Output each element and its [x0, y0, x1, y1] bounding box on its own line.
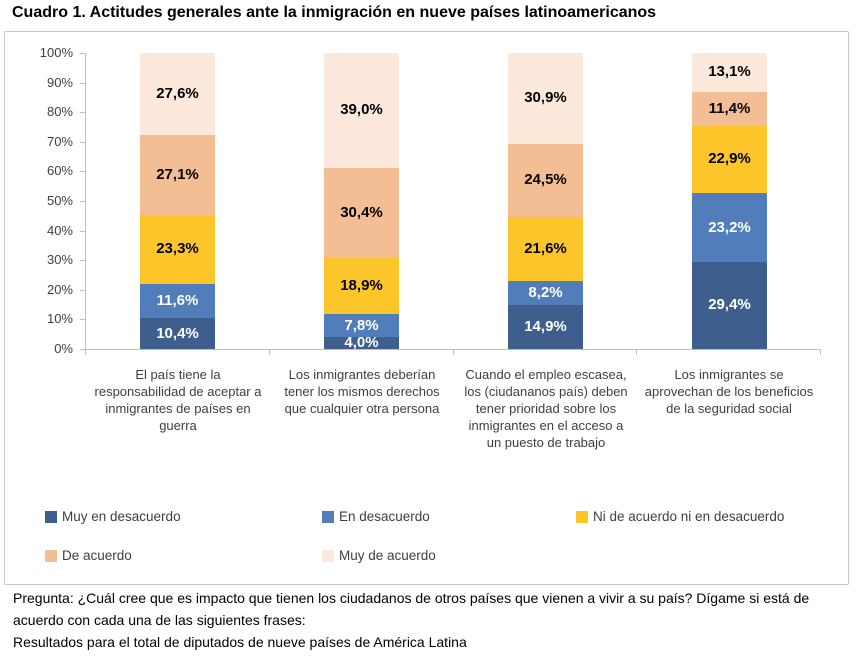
y-tick-mark — [80, 260, 85, 261]
bar-value-label: 11,4% — [708, 99, 751, 117]
legend-label: En desacuerdo — [339, 509, 430, 524]
bar-value-label: 27,1% — [156, 165, 199, 183]
x-axis-category-label: Cuando el empleo escasea, los (ciudanano… — [464, 367, 628, 450]
bar-segment-muy-en-desacuerdo: 10,4% — [140, 318, 215, 349]
bar-segment-de-acuerdo: 24,5% — [508, 144, 583, 217]
bar-segment-ni-de-acuerdo-ni-en-desacuerdo: 22,9% — [692, 125, 767, 194]
bar-value-label: 21,6% — [524, 239, 567, 257]
bar-value-label: 18,9% — [340, 277, 383, 295]
legend-item-de-acuerdo: De acuerdo — [45, 548, 132, 563]
y-tick-label: 90% — [46, 75, 73, 90]
legend-item-muy-en-desacuerdo: Muy en desacuerdo — [45, 509, 181, 524]
bar-segment-de-acuerdo: 30,4% — [324, 168, 399, 259]
legend-item-ni-de-acuerdo-ni-en-desacuerdo: Ni de acuerdo ni en desacuerdo — [576, 509, 784, 524]
y-tick-mark — [80, 171, 85, 172]
bar-value-label: 13,1% — [708, 63, 751, 81]
stacked-bar: 4,0% 7,8% 18,9% 30,4% 39,0% — [324, 53, 399, 349]
y-tick-label: 100% — [39, 45, 73, 60]
stacked-bar: 10,4% 11,6% 23,3% 27,1% 27,6% — [140, 53, 215, 349]
legend-item-muy-de-acuerdo: Muy de acuerdo — [322, 548, 436, 563]
bar-value-label: 7,8% — [344, 316, 379, 334]
bar-segment-muy-de-acuerdo: 27,6% — [140, 53, 215, 135]
bar-segment-en-desacuerdo: 23,2% — [692, 193, 767, 262]
y-tick-mark — [80, 112, 85, 113]
legend-color-marker — [322, 510, 334, 523]
chart-frame: 0% 10% 20% 30% 40% 50% 60% 70% 80% 90% 100% 10,4% 1… — [4, 31, 849, 585]
y-axis-line — [85, 53, 86, 350]
bar-value-label: 14,9% — [524, 317, 567, 335]
y-tick-label: 20% — [46, 282, 73, 297]
x-tick-mark — [269, 350, 270, 355]
legend-color-marker — [45, 549, 57, 562]
bar-value-label: 22,9% — [708, 150, 751, 168]
footnote: Pregunta: ¿Cuál cree que es impacto que … — [13, 587, 813, 653]
legend-label: De acuerdo — [62, 548, 132, 563]
x-tick-mark — [453, 350, 454, 355]
bar-segment-ni-de-acuerdo-ni-en-desacuerdo: 23,3% — [140, 214, 215, 284]
bar-segment-muy-de-acuerdo: 30,9% — [508, 53, 583, 145]
bar-value-label: 4,0% — [344, 334, 379, 349]
legend-label: Ni de acuerdo ni en desacuerdo — [593, 509, 785, 524]
legend-color-marker — [45, 510, 57, 523]
chart-title: Cuadro 1. Actitudes generales ante la in… — [12, 4, 657, 21]
bar-value-label: 39,0% — [340, 101, 383, 119]
y-tick-mark — [80, 142, 85, 143]
footnote-question: Pregunta: ¿Cuál cree que es impacto que … — [13, 590, 810, 628]
bar-segment-ni-de-acuerdo-ni-en-desacuerdo: 18,9% — [324, 258, 399, 315]
y-tick-label: 40% — [46, 223, 73, 238]
legend-color-marker — [322, 549, 334, 562]
y-tick-mark — [80, 53, 85, 54]
bar-segment-de-acuerdo: 11,4% — [692, 91, 767, 126]
y-tick-mark — [80, 201, 85, 202]
bar-segment-ni-de-acuerdo-ni-en-desacuerdo: 21,6% — [508, 216, 583, 281]
bar-segment-en-desacuerdo: 8,2% — [508, 280, 583, 305]
bar-segment-de-acuerdo: 27,1% — [140, 134, 215, 215]
bar-segment-muy-en-desacuerdo: 4,0% — [324, 334, 399, 349]
bar-segment-muy-en-desacuerdo: 29,4% — [692, 261, 767, 349]
bar-value-label: 10,4% — [156, 324, 199, 342]
stacked-bar: 14,9% 8,2% 21,6% 24,5% 30,9% — [508, 53, 583, 349]
x-axis-category-label: Los inmigrantes se aprovechan de los ben… — [644, 367, 814, 416]
legend-label: Muy en desacuerdo — [62, 509, 181, 524]
y-tick-label: 50% — [46, 193, 73, 208]
y-tick-mark — [80, 231, 85, 232]
x-tick-mark — [820, 350, 821, 355]
y-tick-label: 30% — [46, 252, 73, 267]
footnote-results: Resultados para el total de diputados de… — [13, 634, 467, 650]
bar-segment-muy-de-acuerdo: 13,1% — [692, 53, 767, 92]
x-axis-category-label: El país tiene la responsabilidad de acep… — [94, 367, 262, 433]
bar-value-label: 30,4% — [340, 204, 383, 222]
bar-segment-muy-de-acuerdo: 39,0% — [324, 53, 399, 169]
legend-color-marker — [576, 510, 588, 523]
legend-item-en-desacuerdo: En desacuerdo — [322, 509, 430, 524]
y-tick-label: 60% — [46, 163, 73, 178]
bar-value-label: 11,6% — [156, 292, 199, 310]
x-tick-mark — [636, 350, 637, 355]
bar-segment-en-desacuerdo: 7,8% — [324, 314, 399, 338]
bar-value-label: 27,6% — [156, 84, 199, 102]
bar-value-label: 30,9% — [524, 89, 567, 107]
x-axis-category-label: Los inmigrantes deberían tener los mismo… — [284, 367, 440, 416]
bar-value-label: 23,3% — [156, 240, 199, 258]
bar-value-label: 23,2% — [708, 218, 751, 236]
bar-value-label: 8,2% — [528, 283, 563, 301]
legend-label: Muy de acuerdo — [339, 548, 436, 563]
bar-segment-en-desacuerdo: 11,6% — [140, 283, 215, 319]
stacked-bar: 29,4% 23,2% 22,9% 11,4% 13,1% — [692, 53, 767, 349]
y-tick-label: 0% — [54, 341, 73, 356]
bar-segment-muy-en-desacuerdo: 14,9% — [508, 304, 583, 349]
x-axis-line — [85, 349, 821, 350]
y-tick-label: 70% — [46, 134, 73, 149]
y-tick-label: 80% — [46, 104, 73, 119]
bar-value-label: 29,4% — [708, 296, 751, 314]
y-tick-label: 10% — [46, 311, 73, 326]
y-tick-mark — [80, 83, 85, 84]
y-tick-mark — [80, 290, 85, 291]
x-tick-mark — [85, 350, 86, 355]
y-tick-mark — [80, 349, 85, 350]
bar-value-label: 24,5% — [524, 171, 567, 189]
y-tick-mark — [80, 319, 85, 320]
plot-area: 10,4% 11,6% 23,3% 27,1% 27,6% 4,0% 7,8% 18,9% 30… — [86, 53, 821, 349]
